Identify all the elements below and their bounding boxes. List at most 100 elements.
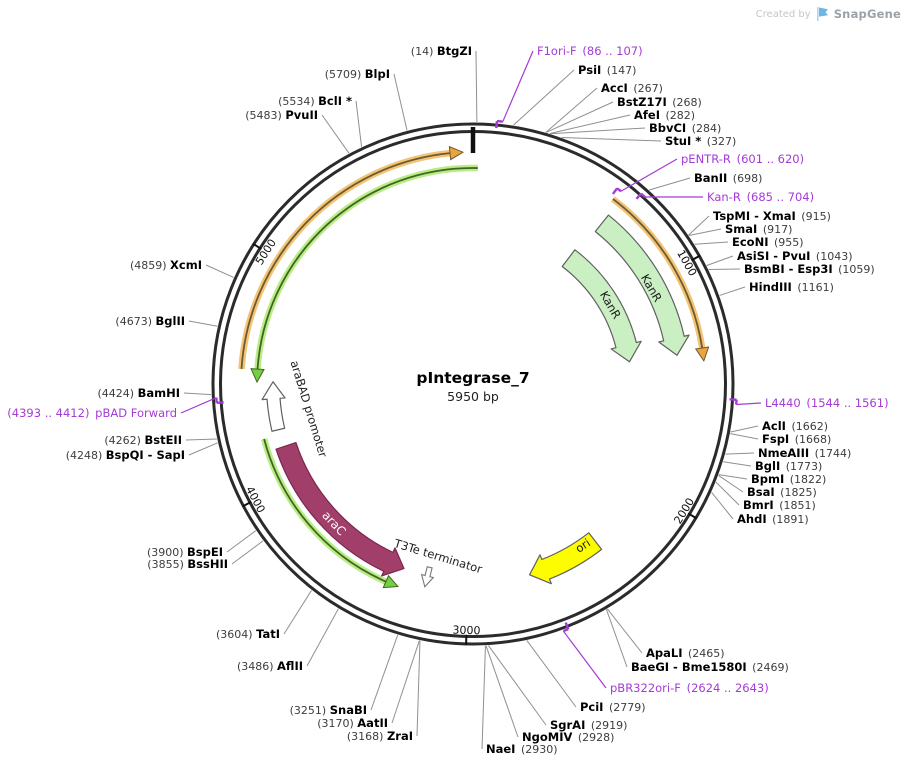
leader-PciI	[526, 640, 577, 708]
leader-SmaI	[688, 228, 722, 237]
enzyme-label-BspEI[interactable]: (3900) BspEI	[147, 545, 223, 559]
enzyme-label-BaeGIBme1580I[interactable]: BaeGI - Bme1580I (2469)	[631, 660, 789, 674]
scale-label-3000: 3000	[452, 624, 480, 638]
orf-orange-left-line	[240, 152, 451, 369]
enzyme-label-BanII[interactable]: BanII (698)	[694, 171, 762, 185]
enzyme-label-BbvCI[interactable]: BbvCI (284)	[649, 121, 721, 135]
orf-orange-left-arrowhead	[448, 145, 465, 161]
enzyme-label-NgoMIV[interactable]: NgoMIV (2928)	[522, 730, 614, 744]
primer-hook-F1oriF	[495, 120, 499, 129]
enzyme-label-ApaLI[interactable]: ApaLI (2465)	[646, 646, 725, 660]
leader-BanII	[648, 177, 691, 191]
orf-orange-right-line	[612, 198, 704, 349]
primer-label-L4440[interactable]: L4440 (1544 .. 1561)	[765, 396, 889, 410]
kanr-outer-arrow[interactable]	[594, 214, 690, 356]
primer-hook-KanR	[635, 192, 643, 200]
leader-TatI	[283, 590, 312, 635]
enzyme-label-BpmI[interactable]: BpmI (1822)	[751, 472, 826, 486]
leader-BstZ17I	[545, 101, 614, 133]
credit-brand: SnapGene	[833, 7, 901, 21]
enzyme-label-BsaI[interactable]: BsaI (1825)	[747, 485, 817, 499]
t3te-terminator-glyph[interactable]	[419, 566, 435, 588]
leader-PsiI	[513, 69, 575, 126]
enzyme-label-EcoNI[interactable]: EcoNI (955)	[732, 235, 804, 249]
enzyme-label-SmaI[interactable]: SmaI (917)	[725, 222, 792, 236]
enzyme-label-NmeAIII[interactable]: NmeAIII (1744)	[758, 446, 851, 460]
leader-AatII	[391, 640, 420, 724]
enzyme-label-BmrI[interactable]: BmrI (1851)	[743, 498, 816, 512]
enzyme-label-AclI[interactable]: AclI (1662)	[762, 419, 828, 433]
ori-label[interactable]: ori	[573, 536, 593, 556]
enzyme-label-BstEII[interactable]: (4262) BstEII	[104, 433, 182, 447]
primer-leader-pBR322oriF	[562, 630, 607, 689]
enzyme-label-AccI[interactable]: AccI (267)	[601, 81, 663, 95]
enzyme-label-TspMIXmaI[interactable]: TspMI - XmaI (915)	[713, 209, 831, 223]
enzyme-label-BglI[interactable]: BglI (1773)	[755, 459, 822, 473]
primer-leader-pBADForward	[180, 397, 217, 414]
orf-green-bottom-line	[263, 438, 387, 583]
enzyme-label-NaeI[interactable]: NaeI (2930)	[486, 742, 558, 756]
scale-tick-2000	[687, 512, 698, 520]
leader-FspI	[730, 433, 759, 440]
arac-arrow[interactable]	[275, 441, 405, 577]
enzyme-label-BlpI[interactable]: (5709) BlpI	[325, 67, 390, 81]
orf-green-top-line	[256, 167, 478, 370]
leader-AsiSIPvuI	[706, 255, 734, 266]
enzyme-label-TatI[interactable]: (3604) TatI	[216, 627, 280, 641]
leader-AhdI	[711, 491, 734, 520]
leader-BglI	[723, 461, 752, 467]
leader-BlpI	[393, 73, 408, 131]
leader-XcmI	[205, 264, 234, 278]
enzyme-label-PciI[interactable]: PciI (2779)	[580, 700, 646, 714]
primer-label-pBADForward[interactable]: (4393 .. 4412) pBAD Forward	[7, 406, 177, 420]
kanr-inner-arrow[interactable]	[561, 249, 642, 363]
enzyme-label-SgrAI[interactable]: SgrAI (2919)	[550, 718, 627, 732]
leader-SnaBI	[370, 634, 399, 711]
primer-mark-KanR[interactable]	[640, 192, 646, 198]
enzyme-label-AfeI[interactable]: AfeI (282)	[634, 108, 695, 122]
orf-green-bottom-arrowhead	[382, 574, 399, 589]
arabad-promoter-arrow[interactable]	[261, 381, 286, 432]
leader-BstEII	[185, 438, 217, 441]
primer-label-F1oriF[interactable]: F1ori-F (86 .. 107)	[537, 44, 643, 58]
primer-label-KanR[interactable]: Kan-R (685 .. 704)	[707, 190, 814, 204]
enzyme-label-BstZ17I[interactable]: BstZ17I (268)	[617, 95, 702, 109]
enzyme-label-PvuII[interactable]: (5483) PvuII	[245, 108, 318, 122]
orf-green-top-arrowhead	[250, 368, 265, 384]
orf-orange-left-band[interactable]	[238, 149, 451, 370]
enzyme-label-BamHI[interactable]: (4424) BamHI	[98, 386, 181, 400]
enzyme-label-XcmI[interactable]: (4859) XcmI	[130, 258, 202, 272]
enzyme-label-AhdI[interactable]: AhdI (1891)	[737, 512, 809, 526]
enzyme-label-BtgZI[interactable]: (14) BtgZI	[411, 44, 472, 58]
enzyme-label-FspI[interactable]: FspI (1668)	[762, 432, 831, 446]
enzyme-label-SnaBI[interactable]: (3251) SnaBI	[290, 703, 367, 717]
enzyme-label-AflII[interactable]: (3486) AflII	[237, 659, 303, 673]
leader-BmrI	[715, 481, 740, 506]
leader-AclI	[730, 425, 759, 433]
primer-label-pBR322oriF[interactable]: pBR322ori-F (2624 .. 2643)	[610, 681, 769, 695]
primer-mark-F1oriF[interactable]	[496, 119, 503, 123]
leader-BclI	[355, 100, 363, 147]
primer-hook-pBR322oriF	[564, 622, 570, 630]
enzyme-label-BsmBIEsp3I[interactable]: BsmBI - Esp3I (1059)	[744, 262, 875, 276]
enzyme-label-BspQISapI[interactable]: (4248) BspQI - SapI	[66, 448, 185, 462]
leader-BamHI	[183, 392, 212, 396]
enzyme-label-BssHII[interactable]: (3855) BssHII	[147, 557, 228, 571]
leader-BsaI	[718, 474, 744, 493]
backbone-ring-outer	[211, 122, 735, 646]
enzyme-label-BclI[interactable]: (5534) BclI *	[278, 94, 352, 108]
enzyme-label-ZraI[interactable]: (3168) ZraI	[347, 729, 413, 743]
leader-NaeI	[481, 645, 486, 750]
leader-BpmI	[718, 474, 748, 480]
enzyme-label-BglII[interactable]: (4673) BglII	[115, 314, 185, 328]
primer-label-pENTRR[interactable]: pENTR-R (601 .. 620)	[681, 152, 804, 166]
ori-arrow[interactable]	[528, 532, 603, 585]
enzyme-label-StuI[interactable]: StuI * (327)	[665, 134, 736, 148]
enzyme-label-AatII[interactable]: (3170) AatII	[317, 716, 388, 730]
enzyme-label-AsiSIPvuI[interactable]: AsiSI - PvuI (1043)	[737, 249, 853, 263]
enzyme-label-HindIII[interactable]: HindIII (1161)	[749, 280, 834, 294]
enzyme-label-PsiI[interactable]: PsiI (147)	[578, 63, 636, 77]
leader-BspEI	[226, 530, 257, 553]
